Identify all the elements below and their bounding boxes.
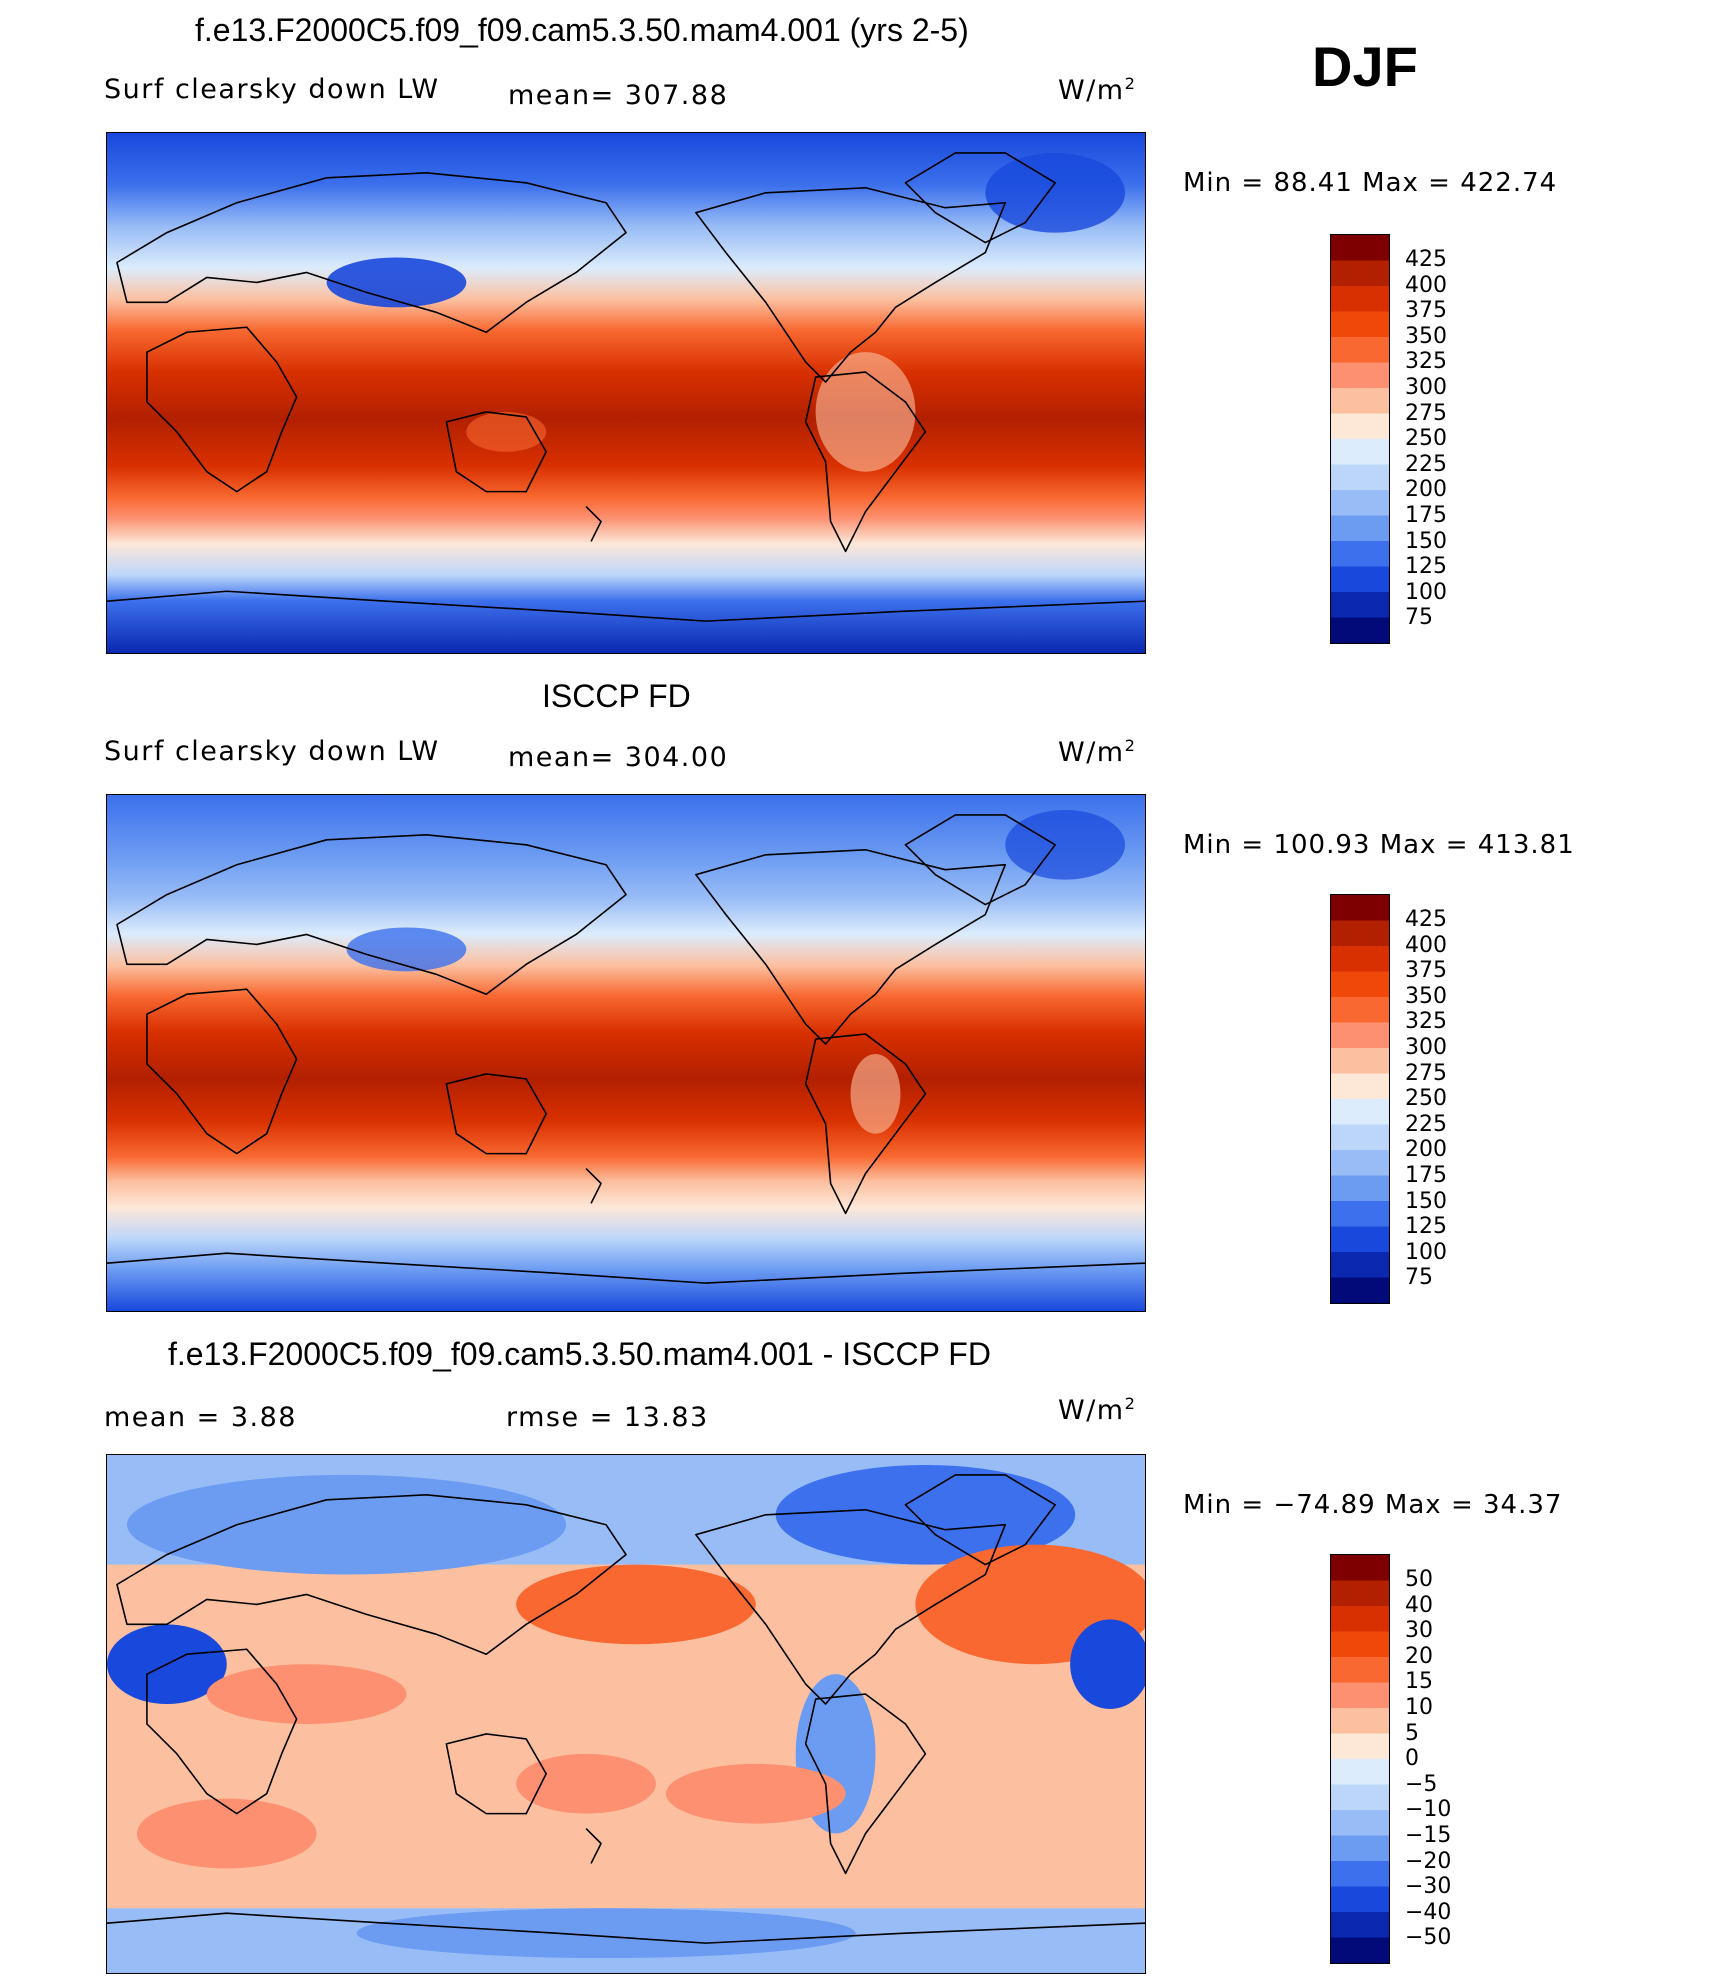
panel1-minmax: Min = 88.41 Max = 422.74 xyxy=(1183,168,1558,198)
panel2-tick: 200 xyxy=(1405,1137,1447,1162)
panel3-tick: 40 xyxy=(1405,1593,1433,1618)
panel2-tick: 75 xyxy=(1405,1265,1433,1290)
panel1-map xyxy=(106,132,1146,654)
panel1-tick: 350 xyxy=(1405,324,1447,349)
panel1-colorbar xyxy=(1330,234,1390,644)
panel2-tick: 300 xyxy=(1405,1035,1447,1060)
panel3-map xyxy=(106,1454,1146,1974)
panel2-minmax: Min = 100.93 Max = 413.81 xyxy=(1183,830,1575,860)
panel1-tick: 225 xyxy=(1405,452,1447,477)
panel2-tick: 275 xyxy=(1405,1061,1447,1086)
panel1-tick: 150 xyxy=(1405,529,1447,554)
panel2-tick: 125 xyxy=(1405,1214,1447,1239)
panel1-units: W/m2 xyxy=(1058,74,1137,106)
panel1-tick: 275 xyxy=(1405,401,1447,426)
panel3-tick: −40 xyxy=(1405,1900,1452,1925)
panel1-tick: 125 xyxy=(1405,554,1447,579)
panel3-colorbar xyxy=(1330,1554,1390,1964)
panel3-units: W/m2 xyxy=(1058,1394,1137,1426)
panel2-variable-label: Surf clearsky down LW xyxy=(104,736,440,767)
panel2-tick: 225 xyxy=(1405,1112,1447,1137)
panel3-tick: −5 xyxy=(1405,1772,1438,1797)
panel2-tick: 100 xyxy=(1405,1240,1447,1265)
panel2-mean-label: mean= 304.00 xyxy=(508,742,729,773)
panel3-colorbar-bins xyxy=(1331,1555,1389,1963)
panel2-tick: 150 xyxy=(1405,1189,1447,1214)
panel3-mean-label: mean = 3.88 xyxy=(104,1402,297,1433)
panel2-tick: 400 xyxy=(1405,933,1447,958)
panel3-minmax: Min = −74.89 Max = 34.37 xyxy=(1183,1490,1563,1520)
panel3-tick: 5 xyxy=(1405,1721,1419,1746)
panel1-tick: 325 xyxy=(1405,349,1447,374)
panel1-tick: 250 xyxy=(1405,426,1447,451)
panel2-tick: 325 xyxy=(1405,1009,1447,1034)
panel1-title: f.e13.F2000C5.f09_f09.cam5.3.50.mam4.001… xyxy=(195,12,969,48)
panel2-tick: 425 xyxy=(1405,907,1447,932)
panel3-tick: 10 xyxy=(1405,1695,1433,1720)
panel1-tick: 75 xyxy=(1405,605,1433,630)
panel3-title: f.e13.F2000C5.f09_f09.cam5.3.50.mam4.001… xyxy=(168,1336,991,1372)
panel3-tick: −50 xyxy=(1405,1925,1452,1950)
panel2-colorbar xyxy=(1330,894,1390,1304)
panel3-tick: −15 xyxy=(1405,1823,1452,1848)
panel1-tick: 100 xyxy=(1405,580,1447,605)
panel1-tick: 200 xyxy=(1405,477,1447,502)
panel2-map xyxy=(106,794,1146,1312)
panel2-colorbar-bins xyxy=(1331,895,1389,1303)
panel2-units: W/m2 xyxy=(1058,736,1137,768)
panel3-rmse-label: rmse = 13.83 xyxy=(506,1402,709,1433)
panel2-tick: 375 xyxy=(1405,958,1447,983)
panel3-tick: 0 xyxy=(1405,1746,1419,1771)
panel3-tick: 20 xyxy=(1405,1644,1433,1669)
panel1-tick: 400 xyxy=(1405,273,1447,298)
panel1-colorbar-bins xyxy=(1331,235,1389,643)
panel2-tick: 250 xyxy=(1405,1086,1447,1111)
panel3-tick: 50 xyxy=(1405,1567,1433,1592)
panel1-tick: 375 xyxy=(1405,298,1447,323)
panel2-title: ISCCP FD xyxy=(542,678,691,714)
panel3-tick: −10 xyxy=(1405,1797,1452,1822)
panel2-tick: 175 xyxy=(1405,1163,1447,1188)
panel3-tick: 15 xyxy=(1405,1669,1433,1694)
panel1-tick: 175 xyxy=(1405,503,1447,528)
panel2-tick: 350 xyxy=(1405,984,1447,1009)
panel3-tick: 30 xyxy=(1405,1618,1433,1643)
panel1-tick: 425 xyxy=(1405,247,1447,272)
panel3-tick: −20 xyxy=(1405,1849,1452,1874)
season-label: DJF xyxy=(1312,35,1418,98)
panel1-tick: 300 xyxy=(1405,375,1447,400)
panel3-tick: −30 xyxy=(1405,1874,1452,1899)
panel1-variable-label: Surf clearsky down LW xyxy=(104,74,440,105)
panel1-mean-label: mean= 307.88 xyxy=(508,80,729,111)
